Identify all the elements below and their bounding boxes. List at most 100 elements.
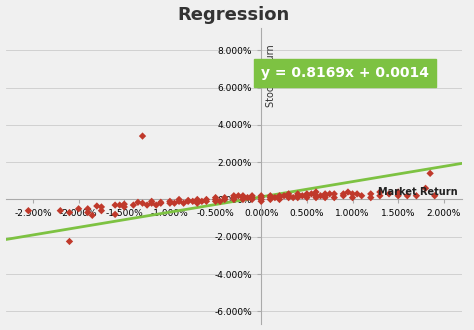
Point [339,193,347,198]
Point [166,201,173,206]
Point [239,193,247,198]
Point [134,200,142,205]
Point [148,199,155,204]
Point [358,193,365,198]
Point [230,193,237,198]
Point [303,195,310,200]
Point [212,195,219,200]
Point [394,193,402,198]
Point [89,213,96,218]
Point [166,199,173,204]
Point [221,197,228,202]
Point [235,193,242,198]
Point [289,195,297,200]
Point [280,193,288,198]
Point [184,198,192,203]
Point [248,197,256,202]
Text: Market Return: Market Return [378,187,457,197]
Text: y = 0.8169x + 0.0014: y = 0.8169x + 0.0014 [261,66,429,81]
Point [66,210,73,215]
Point [175,199,183,204]
Point [321,193,329,198]
Point [376,189,383,195]
Point [111,202,119,208]
Point [376,193,383,198]
Point [157,200,164,205]
Point [84,210,91,215]
Point [184,199,192,204]
Point [266,193,274,198]
Point [230,195,237,200]
Point [339,191,347,197]
Point [212,199,219,204]
Point [326,191,334,197]
Point [367,195,374,200]
Point [202,199,210,204]
Point [221,195,228,200]
Point [257,195,265,200]
Point [312,193,320,198]
Point [257,199,265,204]
Point [312,195,320,200]
Point [353,191,361,197]
Point [344,189,352,195]
Point [321,195,329,200]
Point [212,197,219,202]
Point [426,171,434,176]
Point [120,202,128,207]
Point [180,201,187,206]
Point [248,195,256,200]
Point [175,197,183,202]
Point [116,202,124,208]
Point [385,191,393,197]
Point [367,191,374,197]
Point [257,193,265,198]
Point [84,206,91,212]
Point [330,195,338,200]
Point [248,193,256,198]
Point [75,206,82,212]
Point [171,201,178,206]
Point [330,191,338,197]
Point [93,203,100,209]
Point [56,208,64,213]
Point [129,202,137,208]
Point [285,191,292,197]
Point [422,186,429,191]
Point [239,197,247,202]
Point [66,239,73,244]
Point [111,212,119,217]
Point [230,197,237,202]
Point [216,199,224,204]
Point [25,208,32,213]
Point [244,195,251,200]
Point [394,189,402,195]
Point [285,195,292,200]
Point [266,195,274,200]
Point [139,201,146,206]
Point [403,193,411,198]
Point [285,193,292,198]
Point [266,197,274,202]
Point [98,204,105,210]
Point [193,197,201,202]
Point [317,193,324,198]
Point [303,191,310,197]
Point [193,201,201,206]
Point [189,199,197,204]
Point [271,195,279,200]
Point [294,191,301,197]
Point [312,189,320,195]
Point [143,202,151,208]
Point [202,197,210,202]
Point [431,193,438,198]
Point [349,195,356,200]
Point [98,208,105,213]
Point [139,133,146,139]
Point [276,193,283,198]
Title: Regression: Regression [178,6,290,23]
Point [321,191,329,197]
Point [257,197,265,202]
Point [349,191,356,197]
Point [157,201,164,206]
